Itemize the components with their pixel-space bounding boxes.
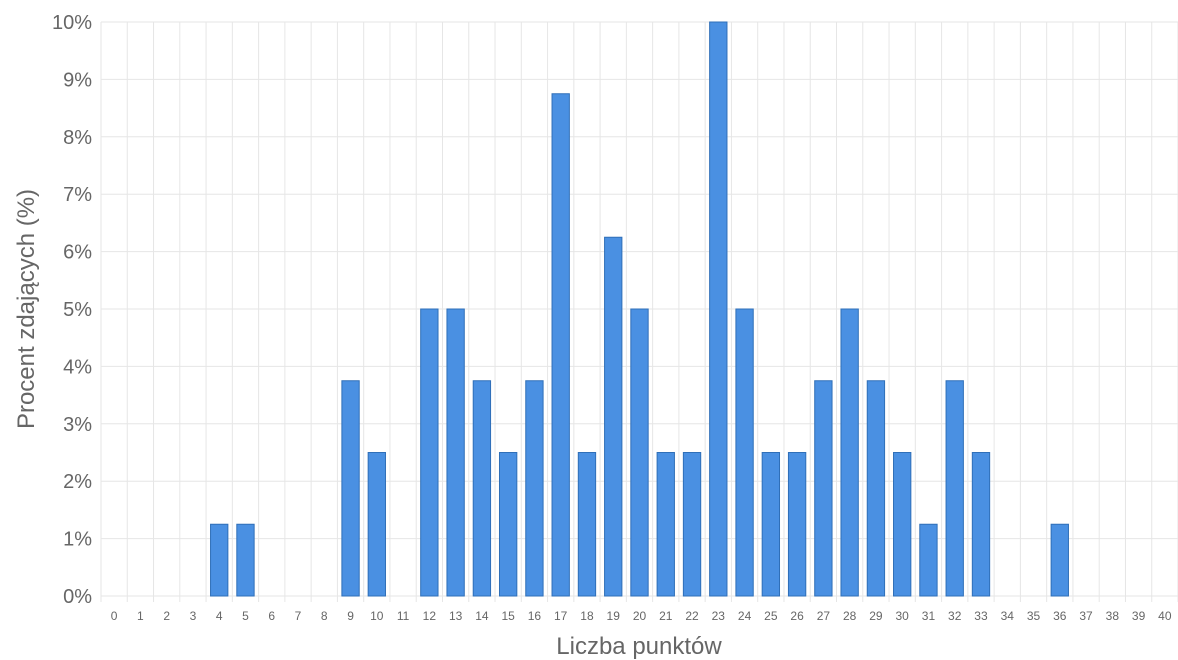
x-tick-label: 19 <box>607 609 621 623</box>
bar-30 <box>893 452 912 597</box>
x-tick-label: 35 <box>1027 609 1041 623</box>
x-tick-label: 4 <box>216 609 223 623</box>
x-tick-label: 38 <box>1106 609 1120 623</box>
x-tick-label: 10 <box>370 609 384 623</box>
bar-29 <box>866 380 886 597</box>
y-tick-label: 9% <box>63 69 92 91</box>
x-tick-label: 23 <box>712 609 726 623</box>
y-tick-label: 10% <box>52 12 92 34</box>
x-tick-label: 6 <box>268 609 275 623</box>
grid-lines <box>100 21 1178 602</box>
bar-24 <box>735 308 754 597</box>
x-tick-label: 13 <box>449 609 463 623</box>
x-tick-label: 8 <box>321 609 328 623</box>
y-tick-label: 8% <box>63 127 92 149</box>
x-tick-label: 1 <box>137 609 144 623</box>
bar-14 <box>472 380 492 597</box>
bar-27 <box>814 380 833 597</box>
x-tick-label: 20 <box>633 609 647 623</box>
x-tick-label: 37 <box>1079 609 1093 623</box>
x-tick-label: 24 <box>738 609 752 623</box>
bar-12 <box>420 308 439 597</box>
y-tick-label: 5% <box>63 299 92 321</box>
bar-28 <box>840 308 859 597</box>
bars <box>210 21 1069 597</box>
y-axis-ticks: 0% 1% 2% 3% 4% 5% 6% 7% 8% 9% 10% <box>52 12 92 608</box>
x-tick-label: 2 <box>163 609 170 623</box>
x-tick-label: 3 <box>190 609 197 623</box>
bar-10 <box>367 452 386 597</box>
y-tick-label: 2% <box>63 471 92 493</box>
bar-33 <box>971 452 991 597</box>
x-tick-label: 11 <box>397 609 410 623</box>
x-tick-label: 26 <box>790 609 804 623</box>
x-tick-label: 9 <box>347 609 354 623</box>
x-tick-label: 5 <box>242 609 249 623</box>
x-tick-label: 18 <box>580 609 594 623</box>
x-tick-label: 21 <box>659 609 673 623</box>
x-axis-label: Liczba punktów <box>556 633 722 660</box>
x-tick-label: 0 <box>111 609 118 623</box>
x-axis-ticks: 0 1 2 3 4 5 6 7 8 9 10 11 12 13 14 15 16 17 18 19 20 21 22 23 24… <box>111 609 1172 623</box>
x-tick-label: 40 <box>1158 609 1172 623</box>
bar-21 <box>656 452 675 597</box>
bar-19 <box>604 236 623 597</box>
bar-16 <box>525 380 544 597</box>
y-tick-label: 4% <box>63 356 92 378</box>
x-tick-label: 31 <box>922 609 936 623</box>
bar-32 <box>945 380 964 597</box>
y-tick-label: 1% <box>63 529 92 551</box>
y-axis-label: Procent zdających (%) <box>13 189 40 429</box>
x-tick-label: 17 <box>554 609 568 623</box>
bar-26 <box>787 452 807 597</box>
x-tick-label: 29 <box>869 609 883 623</box>
x-tick-label: 15 <box>501 609 515 623</box>
x-tick-label: 33 <box>974 609 988 623</box>
x-tick-label: 25 <box>764 609 778 623</box>
bar-5 <box>236 523 255 597</box>
x-tick-label: 34 <box>1001 609 1015 623</box>
y-tick-label: 6% <box>63 242 92 264</box>
x-tick-label: 32 <box>948 609 962 623</box>
bar-17 <box>551 93 570 597</box>
x-tick-label: 12 <box>423 609 437 623</box>
x-tick-label: 30 <box>896 609 910 623</box>
bar-4 <box>210 523 229 597</box>
bar-22 <box>682 452 702 597</box>
x-tick-label: 14 <box>475 609 489 623</box>
bar-20 <box>630 308 649 597</box>
bar-31 <box>919 523 938 597</box>
bar-15 <box>498 452 518 597</box>
x-tick-label: 16 <box>528 609 542 623</box>
bar-9 <box>341 380 360 597</box>
x-tick-label: 27 <box>817 609 831 623</box>
y-tick-label: 3% <box>63 414 92 436</box>
bar-25 <box>761 452 781 597</box>
x-tick-label: 28 <box>843 609 857 623</box>
x-tick-label: 7 <box>295 609 302 623</box>
y-tick-label: 0% <box>63 586 92 608</box>
x-tick-label: 22 <box>685 609 699 623</box>
bar-23 <box>709 21 728 597</box>
x-tick-label: 39 <box>1132 609 1146 623</box>
x-tick-label: 36 <box>1053 609 1067 623</box>
y-tick-label: 7% <box>63 184 92 206</box>
bar-13 <box>446 308 465 597</box>
bar-18 <box>577 452 597 597</box>
bar-36 <box>1050 523 1069 597</box>
